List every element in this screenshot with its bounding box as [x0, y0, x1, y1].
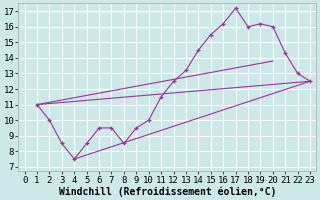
- X-axis label: Windchill (Refroidissement éolien,°C): Windchill (Refroidissement éolien,°C): [59, 186, 276, 197]
